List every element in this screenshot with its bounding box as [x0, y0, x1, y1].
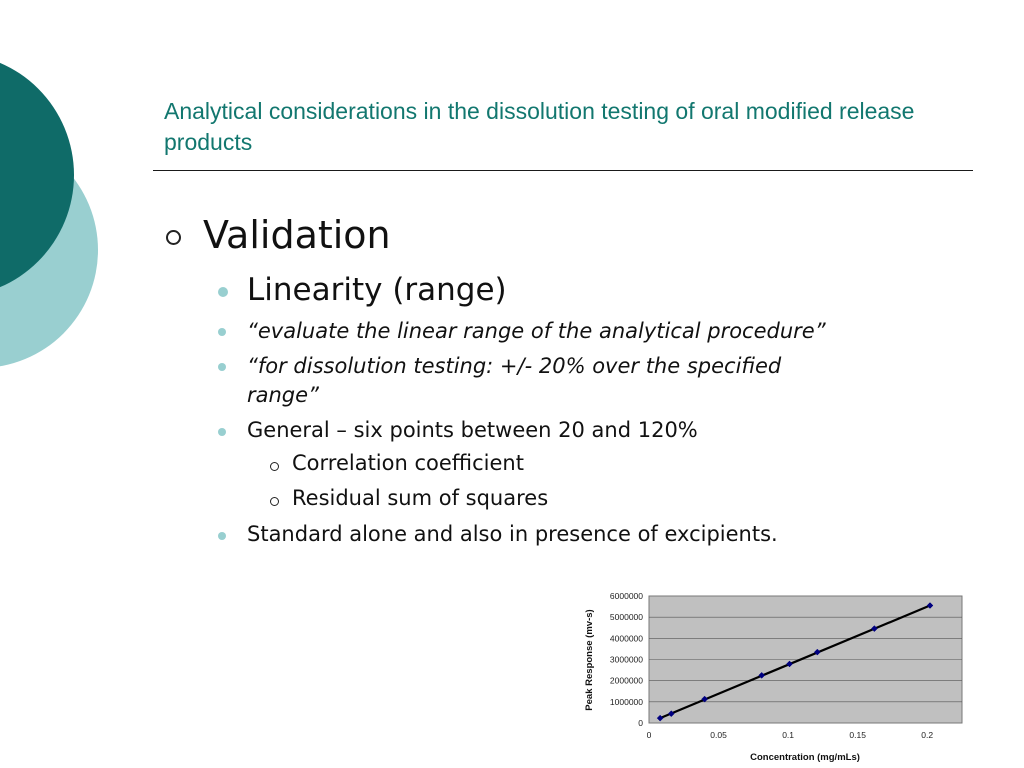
dark-teal-circle — [0, 62, 74, 288]
data-point — [926, 602, 934, 609]
dot-bullet-icon — [218, 328, 226, 336]
y-axis-label: Peak Response (mv-s) — [584, 609, 595, 710]
data-point — [758, 672, 766, 679]
bullet-quote-linear-range: “evaluate the linear range of the analyt… — [247, 319, 826, 343]
data-point — [786, 660, 793, 668]
x-tick-labels: 0 0.05 0.1 0.15 0.2 — [647, 730, 934, 740]
bullet-linearity: Linearity (range) — [247, 272, 507, 308]
heading-validation: Validation — [203, 213, 391, 257]
open-circle-bullet-icon — [270, 462, 279, 471]
bullet-quote-dissolution-cont: range” — [247, 383, 319, 407]
bullet-quote-dissolution: “for dissolution testing: +/- 20% over t… — [247, 354, 782, 378]
gridlines — [649, 616, 962, 703]
bullet-standard: Standard alone and also in presence of e… — [247, 522, 778, 546]
data-point — [813, 648, 821, 656]
dot-bullet-icon — [218, 428, 226, 436]
open-circle-bullet-icon — [166, 230, 181, 245]
bullet-general: General – six points between 20 and 120% — [247, 418, 698, 442]
sub-bullet-correlation: Correlation coefficient — [292, 451, 524, 475]
linearity-chart: 0 1000000 2000000 3000000 4000000 5000000 6000… — [584, 591, 963, 763]
data-point — [701, 695, 708, 703]
y-tick-label: 3000000 — [610, 655, 643, 665]
dot-bullet-icon — [218, 532, 226, 540]
x-tick-label: 0.2 — [921, 730, 933, 740]
x-axis-label: Concentration (mg/mLs) — [750, 752, 860, 763]
x-tick-label: 0.15 — [849, 730, 866, 740]
dot-bullet-icon — [218, 287, 228, 297]
x-tick-label: 0 — [647, 730, 652, 740]
dot-bullet-icon — [218, 363, 226, 371]
x-tick-label: 0.05 — [710, 730, 727, 740]
data-points — [656, 602, 934, 722]
decorative-circles — [0, 62, 98, 367]
y-tick-labels: 0 1000000 2000000 3000000 4000000 5000000 6000… — [610, 591, 643, 728]
y-tick-label: 2000000 — [610, 676, 643, 686]
y-tick-label: 6000000 — [610, 591, 643, 601]
title-divider — [153, 170, 973, 171]
y-tick-label: 5000000 — [610, 612, 643, 622]
open-circle-bullet-icon — [270, 497, 279, 506]
data-point — [656, 714, 664, 722]
x-tick-label: 0.1 — [782, 730, 794, 740]
data-point — [871, 625, 878, 632]
slide-title: Analytical considerations in the dissolu… — [164, 98, 915, 155]
y-tick-label: 4000000 — [610, 633, 643, 643]
data-point — [667, 710, 675, 718]
sub-bullet-residual: Residual sum of squares — [292, 486, 549, 510]
y-tick-label: 0 — [638, 718, 643, 728]
y-tick-label: 1000000 — [610, 697, 643, 707]
